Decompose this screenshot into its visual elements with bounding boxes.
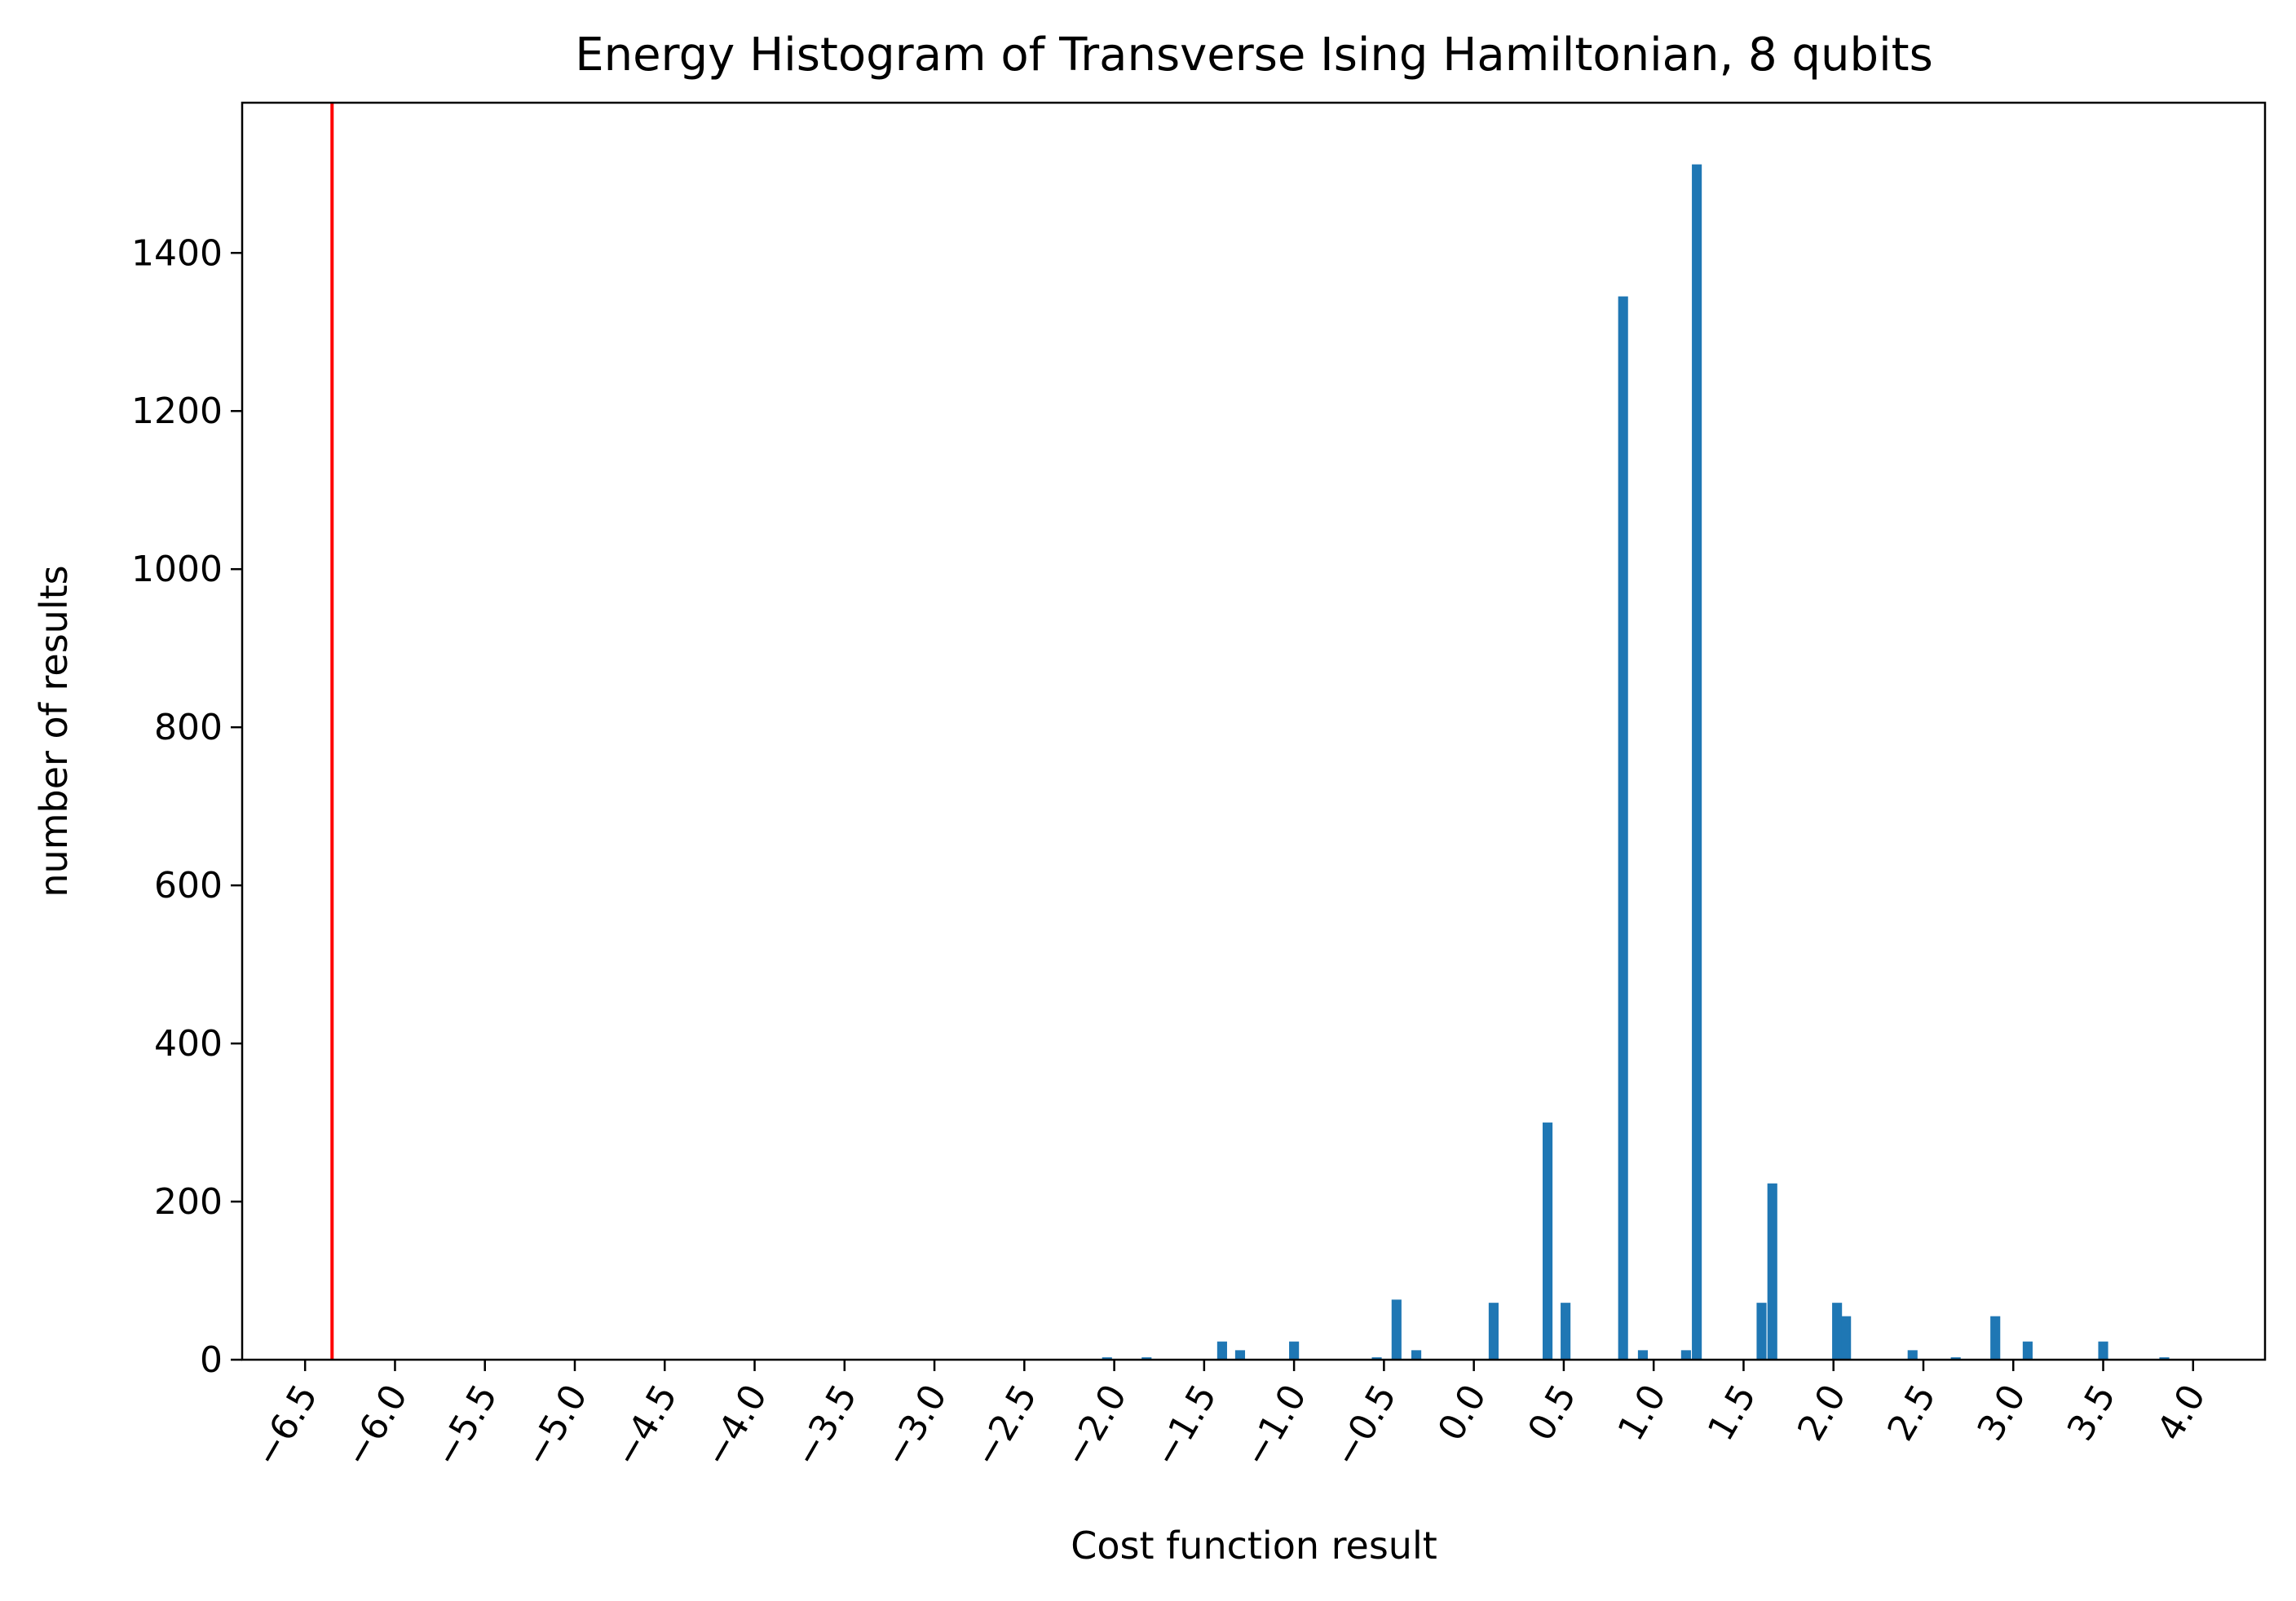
bars-group [1102,164,2170,1361]
histogram-bar [1832,1303,1843,1360]
histogram-bar [1488,1303,1499,1360]
histogram-bar [1141,1357,1152,1360]
y-tick-label: 600 [154,865,223,906]
y-tick-label: 200 [154,1181,223,1223]
histogram-bar [1767,1183,1777,1360]
y-ticks-group: 0 200 400 600 800 1000 1200 1400 [131,232,242,1381]
histogram-bar [1637,1350,1649,1360]
histogram-bar [1990,1316,2001,1360]
histogram-bar [1371,1357,1382,1360]
y-tick-label: 1400 [131,232,223,274]
histogram-bar [1907,1350,1918,1360]
histogram-bar [1391,1299,1402,1360]
histogram-bar [1618,296,1628,1360]
histogram-bar [1289,1341,1300,1360]
histogram-bar [1950,1357,1961,1360]
histogram-bar [2159,1357,2170,1360]
histogram-bar [1680,1350,1691,1360]
histogram-bar [1561,1303,1571,1360]
histogram-bar [1692,164,1702,1361]
y-axis-label: number of results [32,565,76,897]
histogram-bar [1102,1357,1112,1360]
plot-frame [241,101,2267,1361]
histogram-bar [2098,1341,2108,1360]
y-tick-label: 800 [154,707,223,748]
y-tick-label: 400 [154,1023,223,1065]
histogram-bar [1411,1350,1422,1360]
histogram-bar [1756,1303,1767,1360]
x-axis-label: Cost function result [1071,1524,1437,1568]
histogram-bar [1543,1122,1553,1360]
y-tick-label: 0 [200,1339,223,1381]
histogram-bar [1234,1350,1246,1360]
histogram-bar [1841,1316,1852,1360]
chart-title: Energy Histogram of Transverse Ising Ham… [575,29,1933,82]
y-tick-label: 1200 [131,390,223,432]
y-tick-label: 1000 [131,549,223,590]
histogram-bar [1216,1341,1227,1360]
histogram-bar [2022,1341,2033,1360]
